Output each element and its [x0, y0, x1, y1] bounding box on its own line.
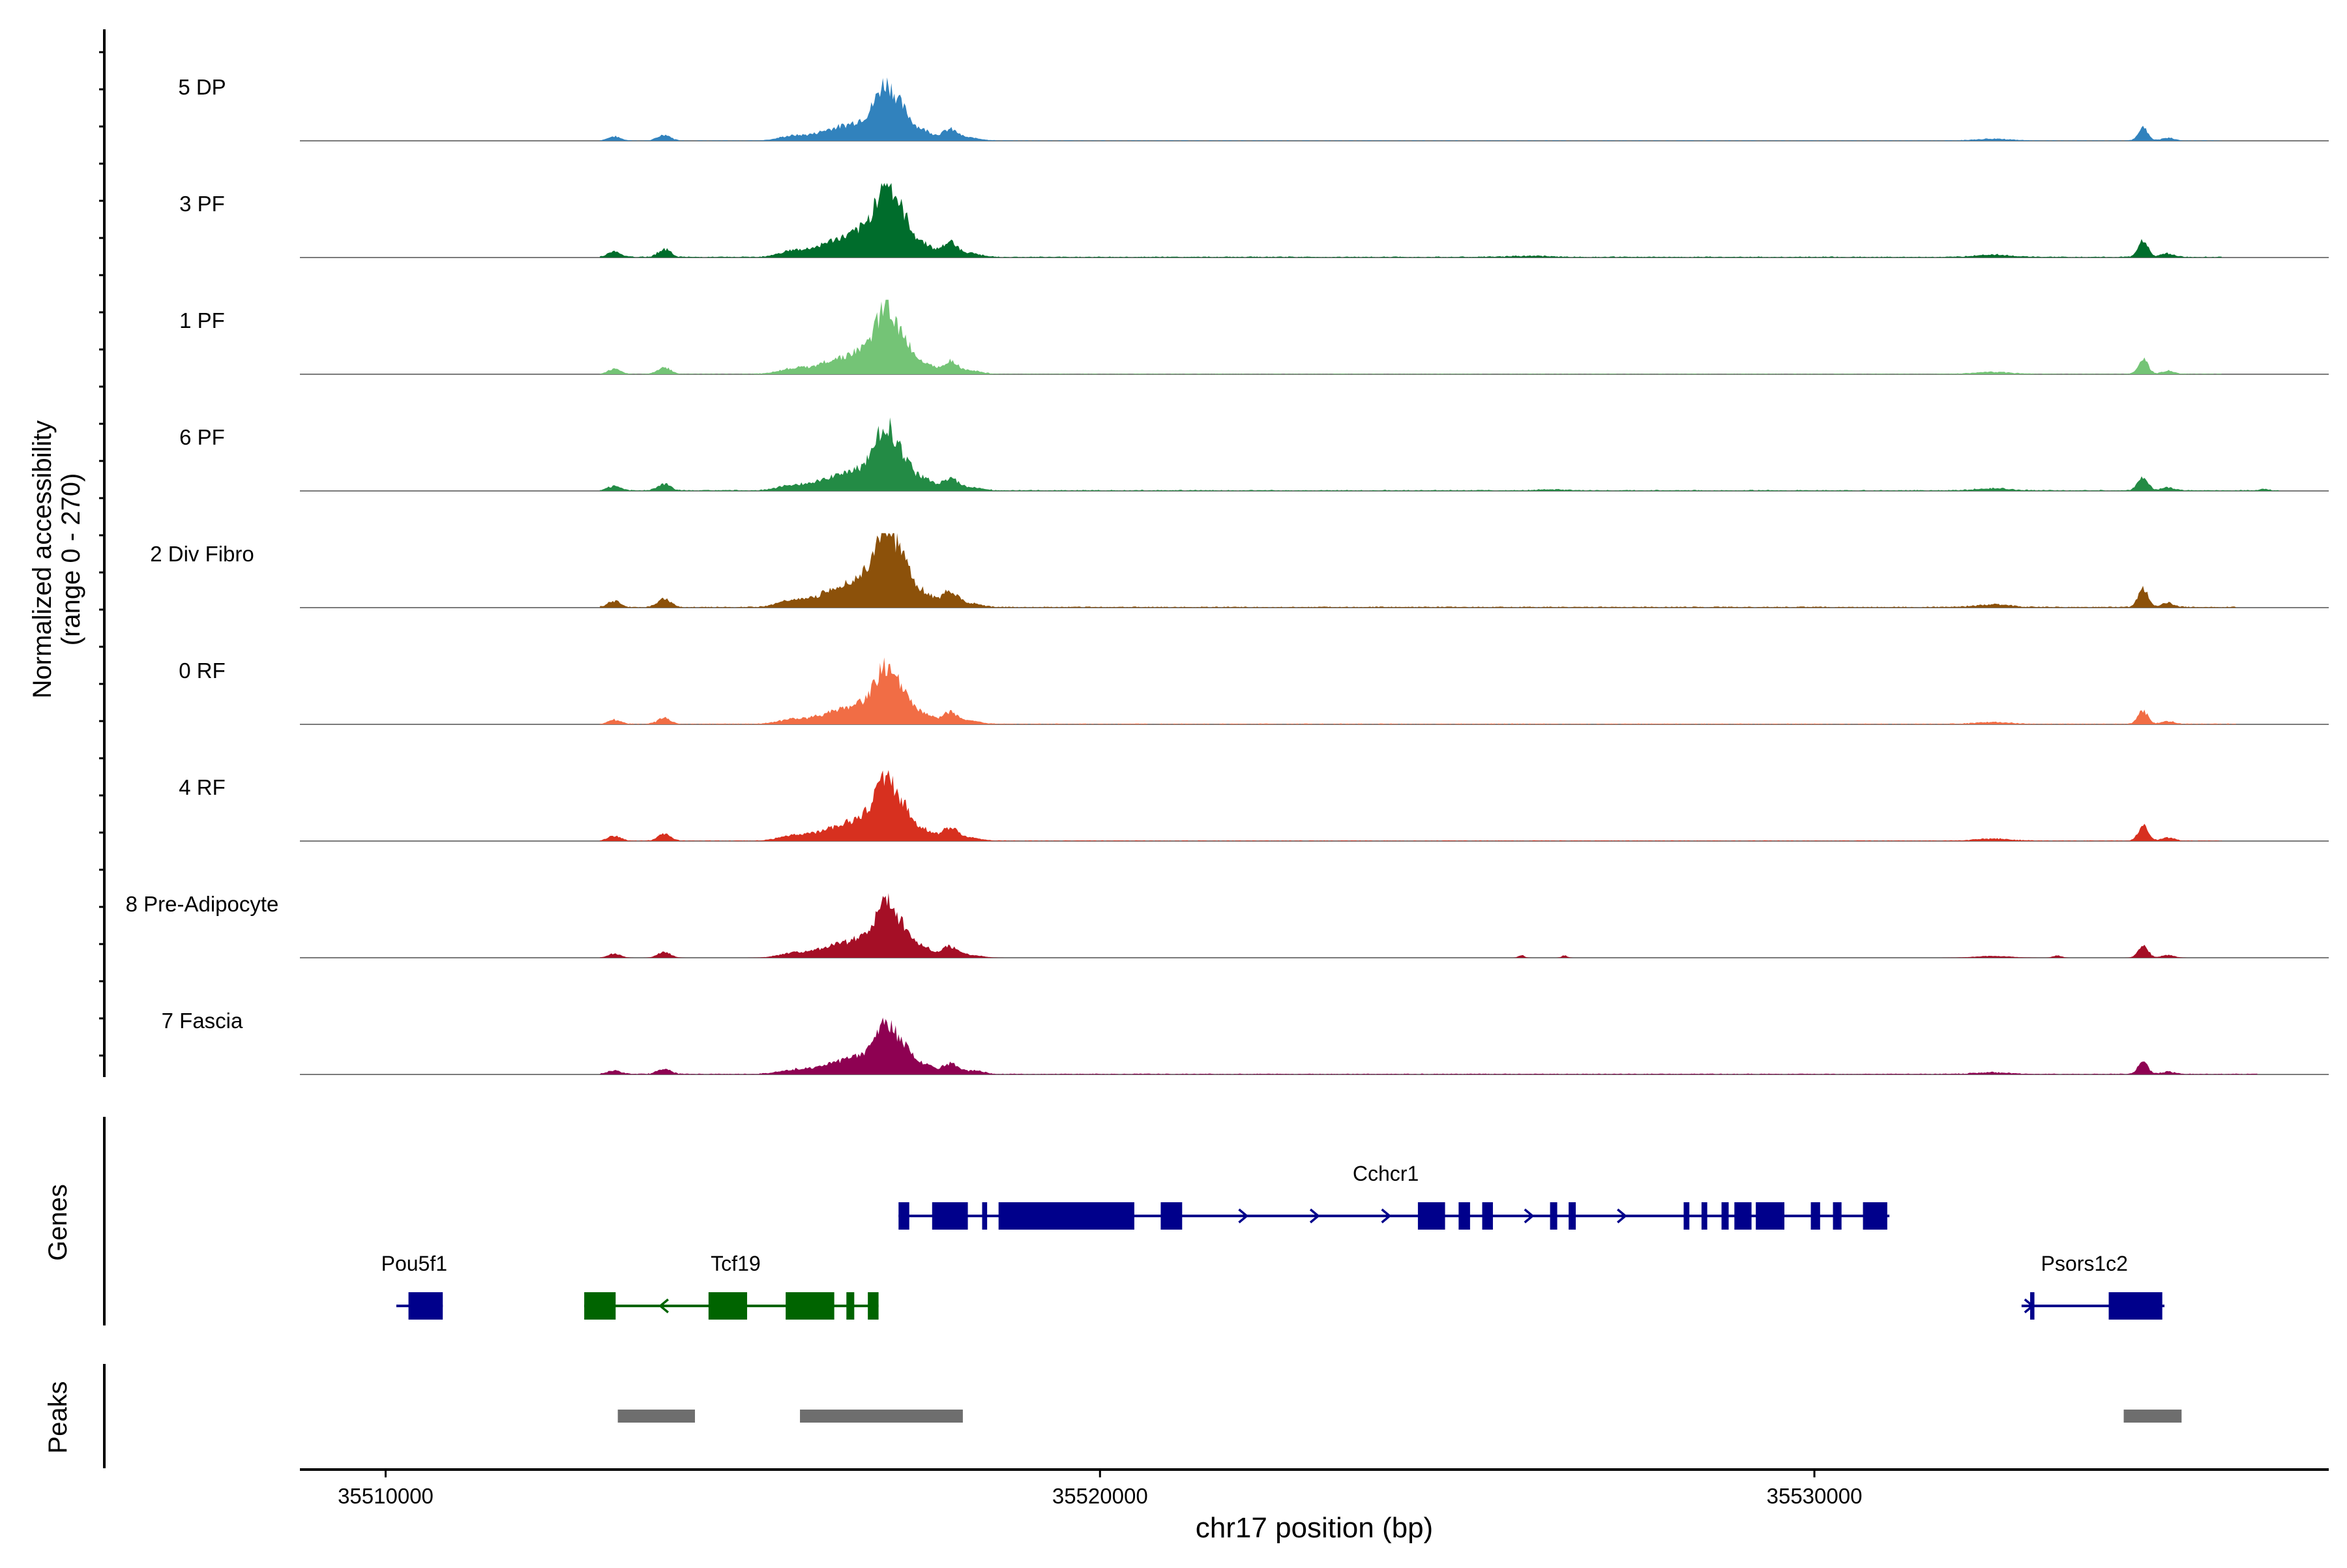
coverage-panel: Normalized accessibility (range 0 - 270)… — [28, 29, 2329, 1077]
gene-strand-arrow — [1524, 1208, 1535, 1224]
track-label: 6 PF — [179, 425, 225, 449]
x-axis-ticks: 35510000 35520000 35530000 — [338, 1470, 1862, 1508]
gene-exon — [1458, 1202, 1470, 1230]
track-1-pf: 1 PF — [179, 299, 2329, 375]
track-3-pf: 3 PF — [179, 183, 2329, 258]
gene-exon — [1550, 1202, 1557, 1230]
gene-label: Tcf19 — [711, 1252, 760, 1275]
gene-cchcr1: Cchcr1 — [898, 1162, 1890, 1230]
gene-exon — [584, 1292, 616, 1320]
gene-exon — [408, 1292, 443, 1320]
track-8-pre-adipocyte: 8 Pre-Adipocyte — [126, 892, 2329, 958]
gene-exon — [1417, 1202, 1445, 1230]
gene-exon — [1721, 1202, 1729, 1230]
track-6-pf: 6 PF — [179, 417, 2329, 492]
track-5-dp: 5 DP — [178, 75, 2329, 141]
gene-strand-arrow — [1617, 1208, 1627, 1224]
y-axis-label-line1: Normalized accessibility — [28, 421, 57, 699]
track-label: 8 Pre-Adipocyte — [126, 892, 279, 916]
peak-bars — [617, 1410, 2182, 1423]
gene-strand-arrow — [1238, 1208, 1249, 1224]
gene-label: Psors1c2 — [2041, 1252, 2128, 1275]
gene-label: Pou5f1 — [381, 1252, 447, 1275]
gene-models: Cchcr1 Pou5f1 Tcf19 Psors1c2 — [381, 1162, 2164, 1320]
x-tick-label: 35510000 — [338, 1484, 434, 1508]
peak-bar — [800, 1410, 963, 1423]
gene-strand-arrow — [2024, 1298, 2035, 1314]
track-4-rf: 4 RF — [179, 770, 2329, 842]
y-axis-ticks — [99, 51, 104, 1057]
x-tick-label: 35530000 — [1767, 1484, 1863, 1508]
gene-strand-arrow — [1309, 1208, 1320, 1224]
peaks-panel-label: Peaks — [44, 1381, 72, 1453]
coverage-tracks: 5 DP 3 PF 1 PF 6 PF 2 Div Fibro 0 RF 4 RF 8 Pre… — [126, 75, 2329, 1075]
gene-exon — [1863, 1202, 1887, 1230]
track-label: 1 PF — [179, 308, 225, 333]
gene-exon — [1683, 1202, 1690, 1230]
genes-panel-label: Genes — [44, 1184, 72, 1261]
gene-exon — [786, 1292, 834, 1320]
gene-exon — [1833, 1202, 1842, 1230]
peak-bar — [617, 1410, 695, 1423]
gene-psors1c2: Psors1c2 — [2021, 1252, 2164, 1320]
gene-exon — [998, 1202, 1134, 1230]
track-label: 3 PF — [179, 192, 225, 216]
gene-exon — [1482, 1202, 1493, 1230]
gene-exon — [2108, 1292, 2162, 1320]
gene-exon — [898, 1202, 909, 1230]
x-axis: 35510000 35520000 35530000 chr17 position … — [300, 1468, 2329, 1544]
gene-exon — [1701, 1202, 1707, 1230]
peaks-panel: Peaks — [44, 1364, 2182, 1468]
x-axis-label: chr17 position (bp) — [1196, 1512, 1433, 1544]
gene-exon — [1810, 1202, 1820, 1230]
gene-exon — [932, 1202, 968, 1230]
gene-exon — [1160, 1202, 1183, 1230]
gene-exon — [1734, 1202, 1752, 1230]
gene-pou5f1: Pou5f1 — [381, 1252, 447, 1320]
gene-strand-arrow — [658, 1298, 669, 1314]
track-2-div-fibro: 2 Div Fibro — [150, 533, 2329, 608]
track-label: 7 Fascia — [162, 1009, 243, 1033]
track-label: 5 DP — [178, 75, 226, 99]
y-axis-label-line2: (range 0 - 270) — [57, 473, 85, 646]
gene-exon — [868, 1292, 879, 1320]
gene-strand-arrow — [1381, 1208, 1392, 1224]
gene-exon — [982, 1202, 988, 1230]
track-0-rf: 0 RF — [179, 657, 2329, 725]
peak-bar — [2123, 1410, 2182, 1423]
x-tick-label: 35520000 — [1052, 1484, 1148, 1508]
track-label: 0 RF — [179, 658, 226, 683]
gene-tcf19: Tcf19 — [584, 1252, 879, 1320]
track-label: 2 Div Fibro — [150, 542, 254, 566]
genes-panel: Genes Cchcr1 Pou5f1 Tcf19 Psors1c2 — [44, 1117, 2164, 1325]
gene-exon — [1756, 1202, 1785, 1230]
gene-exon — [846, 1292, 855, 1320]
gene-exon — [1569, 1202, 1576, 1230]
gene-label: Cchcr1 — [1353, 1162, 1419, 1185]
track-label: 4 RF — [179, 775, 226, 799]
gene-exon — [708, 1292, 747, 1320]
track-7-fascia: 7 Fascia — [162, 1009, 2329, 1075]
